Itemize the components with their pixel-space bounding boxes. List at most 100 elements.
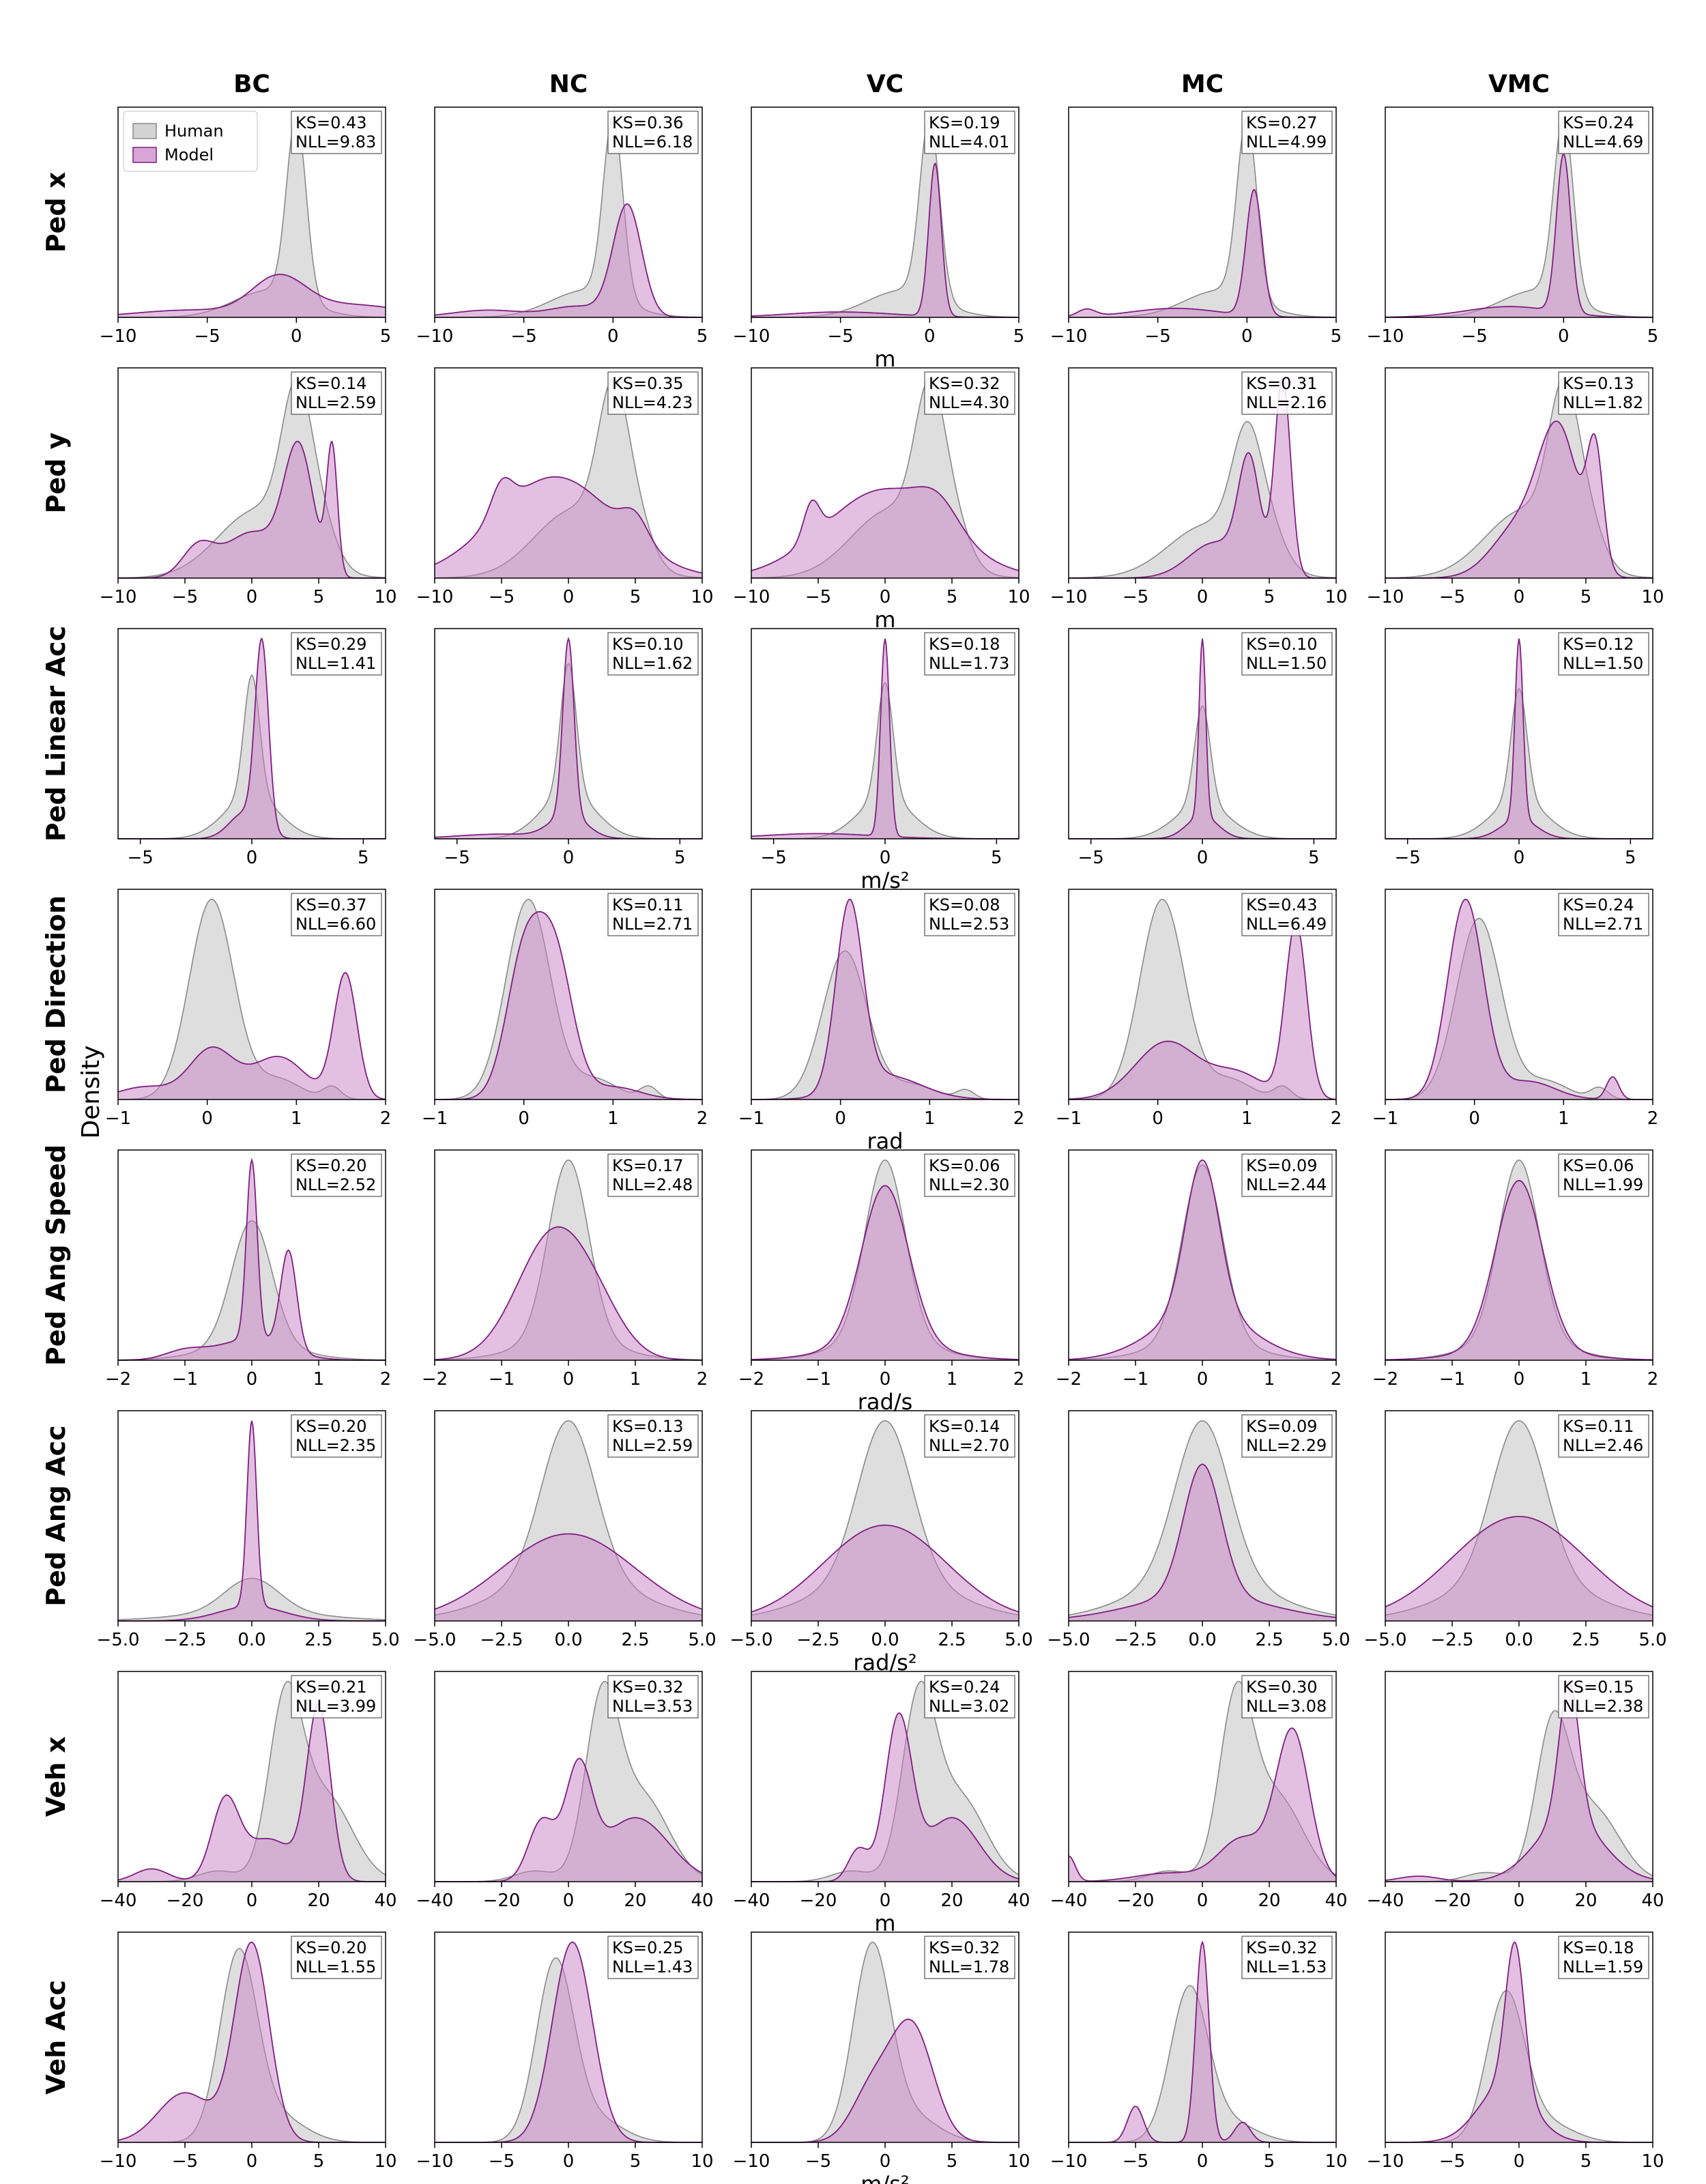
x-tick-label: 0 bbox=[924, 326, 936, 347]
nll-stat: NLL=1.55 bbox=[295, 1957, 376, 1977]
x-tick-label: 5 bbox=[630, 587, 641, 607]
x-tick-label: 0 bbox=[1241, 326, 1253, 347]
nll-stat: NLL=2.52 bbox=[295, 1175, 376, 1194]
x-tick-label: −2 bbox=[105, 1369, 131, 1390]
stats-box bbox=[291, 632, 382, 676]
stats-box bbox=[1558, 371, 1649, 415]
x-tick-label: 40 bbox=[374, 1891, 396, 1911]
x-tick-label: 0 bbox=[563, 1891, 575, 1911]
stats-box bbox=[607, 632, 699, 676]
x-tick-label: 5 bbox=[1308, 848, 1320, 868]
model-density-line bbox=[118, 1158, 386, 1361]
row-title-veh-acc: Veh Acc bbox=[41, 1980, 71, 2095]
x-tick-label: 5 bbox=[358, 848, 369, 868]
x-tick-label: −10 bbox=[733, 326, 770, 347]
ks-stat: KS=0.14 bbox=[929, 1417, 1000, 1436]
ks-stat: KS=0.18 bbox=[1563, 1938, 1634, 1957]
x-tick-label: 0.0 bbox=[871, 1630, 899, 1650]
x-tick-label: 5 bbox=[1331, 326, 1342, 347]
model-density-area bbox=[751, 638, 1019, 839]
model-density-line bbox=[117, 1703, 386, 1882]
x-tick-label: 0 bbox=[607, 326, 619, 347]
stats-box bbox=[1241, 1414, 1333, 1458]
model-density-area bbox=[1385, 1517, 1653, 1621]
panel-frame bbox=[434, 106, 703, 318]
x-tick-label: 0 bbox=[246, 587, 258, 607]
model-density-area bbox=[118, 1704, 386, 1882]
x-tick-label: 1 bbox=[630, 1369, 641, 1390]
model-density-area bbox=[1069, 1942, 1336, 2142]
model-density-area bbox=[118, 973, 386, 1100]
x-tick-label: 20 bbox=[940, 1891, 963, 1911]
x-tick-label: 10 bbox=[1641, 587, 1664, 607]
x-tick-label: 20 bbox=[307, 1891, 330, 1911]
nll-stat: NLL=3.08 bbox=[1246, 1697, 1327, 1716]
x-tick-label: 0 bbox=[880, 2151, 891, 2172]
x-tick-label: −5 bbox=[828, 326, 854, 347]
stats-box bbox=[607, 1936, 699, 1979]
x-tick-label: −10 bbox=[416, 2151, 454, 2172]
ks-stat: KS=0.35 bbox=[612, 374, 684, 393]
stats-box bbox=[924, 1153, 1015, 1197]
ks-stat: KS=0.20 bbox=[295, 1417, 367, 1436]
x-tick-label: 2.5 bbox=[938, 1630, 966, 1650]
x-tick-label: 0 bbox=[246, 2151, 258, 2172]
x-tick-label: 40 bbox=[691, 1891, 713, 1911]
nll-stat: NLL=2.16 bbox=[1246, 393, 1327, 412]
stats-box bbox=[291, 893, 382, 936]
model-density-area bbox=[118, 1420, 386, 1621]
ks-stat: KS=0.06 bbox=[929, 1156, 1000, 1175]
x-tick-label: 1 bbox=[607, 1108, 619, 1129]
x-tick-label: −2.5 bbox=[163, 1630, 206, 1650]
model-density-area bbox=[751, 487, 1019, 578]
ks-stat: KS=0.43 bbox=[295, 113, 367, 132]
ks-stat: KS=0.25 bbox=[612, 1938, 684, 1957]
panel-frame bbox=[751, 889, 1020, 1100]
model-density-area bbox=[1385, 638, 1653, 839]
x-tick-label: −5 bbox=[1395, 848, 1421, 868]
model-density-line bbox=[435, 910, 702, 1100]
nll-stat: NLL=1.53 bbox=[1246, 1957, 1327, 1977]
x-tick-label: 5 bbox=[1013, 326, 1025, 347]
ks-stat: KS=0.11 bbox=[612, 895, 684, 915]
ks-stat: KS=0.32 bbox=[929, 1938, 1000, 1957]
x-tick-label: 10 bbox=[1007, 587, 1030, 607]
x-tick-label: −5 bbox=[172, 587, 198, 607]
panel-frame bbox=[1068, 106, 1337, 318]
model-density-area bbox=[435, 1534, 702, 1621]
x-tick-label: 5 bbox=[1580, 2151, 1592, 2172]
x-tick-label: 2 bbox=[1013, 1369, 1025, 1390]
stats-box bbox=[1558, 632, 1649, 676]
x-tick-label: −5.0 bbox=[1363, 1630, 1406, 1650]
x-tick-label: −1 bbox=[489, 1369, 515, 1390]
x-tick-label: −5 bbox=[1462, 326, 1488, 347]
x-tick-label: 2 bbox=[1331, 1108, 1342, 1129]
x-tick-label: −2.5 bbox=[480, 1630, 523, 1650]
x-tick-label: 0 bbox=[291, 326, 302, 347]
x-tick-label: −40 bbox=[1367, 1891, 1404, 1911]
x-tick-label: 5.0 bbox=[1004, 1630, 1032, 1650]
x-tick-label: 0 bbox=[563, 848, 575, 868]
x-tick-label: 5 bbox=[313, 2151, 325, 2172]
x-tick-label: 2.5 bbox=[1255, 1630, 1283, 1650]
x-tick-label: 0 bbox=[201, 1108, 213, 1129]
x-tick-label: 0 bbox=[1152, 1108, 1163, 1129]
x-tick-label: 10 bbox=[374, 2151, 396, 2172]
x-tick-label: 0.0 bbox=[1188, 1630, 1216, 1650]
panel-frame bbox=[751, 106, 1020, 318]
x-tick-label: 20 bbox=[624, 1891, 646, 1911]
x-tick-label: 0 bbox=[246, 1891, 258, 1911]
human-density-area bbox=[751, 951, 1019, 1100]
nll-stat: NLL=2.38 bbox=[1563, 1697, 1643, 1716]
stats-box bbox=[291, 1675, 382, 1719]
x-tick-label: 0 bbox=[835, 1108, 846, 1129]
x-tick-label: −40 bbox=[416, 1891, 454, 1911]
stats-box bbox=[1558, 1675, 1649, 1719]
row-title-ped-linear-acc: Ped Linear Acc bbox=[41, 626, 71, 842]
x-tick-label: −5 bbox=[489, 2151, 515, 2172]
